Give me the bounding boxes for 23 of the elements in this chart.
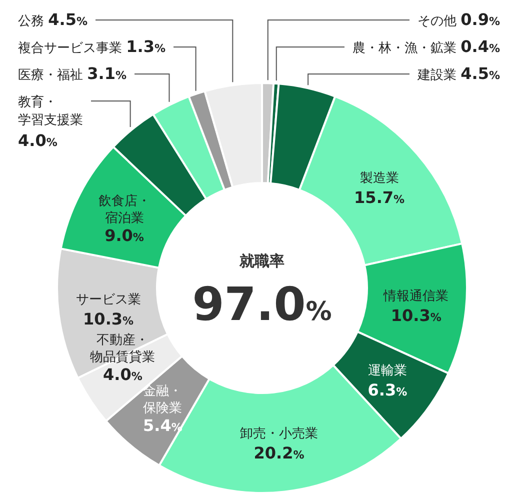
data-label: 4.5% — [48, 10, 88, 29]
slice-label: 運輸業 6.3% — [368, 364, 408, 400]
slice-label: 不動産・物品賃貸業 4.0% — [90, 333, 156, 384]
data-label: 1.3% — [126, 37, 166, 56]
slice-label: その他 — [417, 14, 461, 29]
slice-label: 教育・学習支援業 — [18, 94, 83, 128]
slice-label: 卸売・小売業 20.2% — [240, 426, 318, 463]
slice-label: 飲食店・宿泊業 9.0% — [98, 194, 150, 245]
data-label: 0.4% — [460, 37, 500, 56]
slice-label: 情報通信業 10.3% — [384, 288, 449, 325]
slice-label: 医療・福祉 — [18, 68, 88, 83]
slice-label: 製造業 15.7% — [354, 171, 405, 208]
data-label: 0.9% — [460, 10, 500, 29]
text: 就職率 — [238, 252, 284, 270]
data-label: 3.1% — [87, 64, 127, 83]
data-label: 4.5% — [460, 64, 500, 83]
slice-label: 公務 — [18, 14, 48, 29]
slice-label: サービス業 10.3% — [76, 292, 141, 329]
slice-label: 複合サービス事業 — [18, 41, 126, 56]
data-label: 4.0% — [18, 131, 58, 150]
text: 97.0% — [192, 277, 332, 331]
slice-label: 農・林・漁・鉱業 — [352, 41, 461, 56]
slice-label: 建設業 — [416, 68, 461, 83]
